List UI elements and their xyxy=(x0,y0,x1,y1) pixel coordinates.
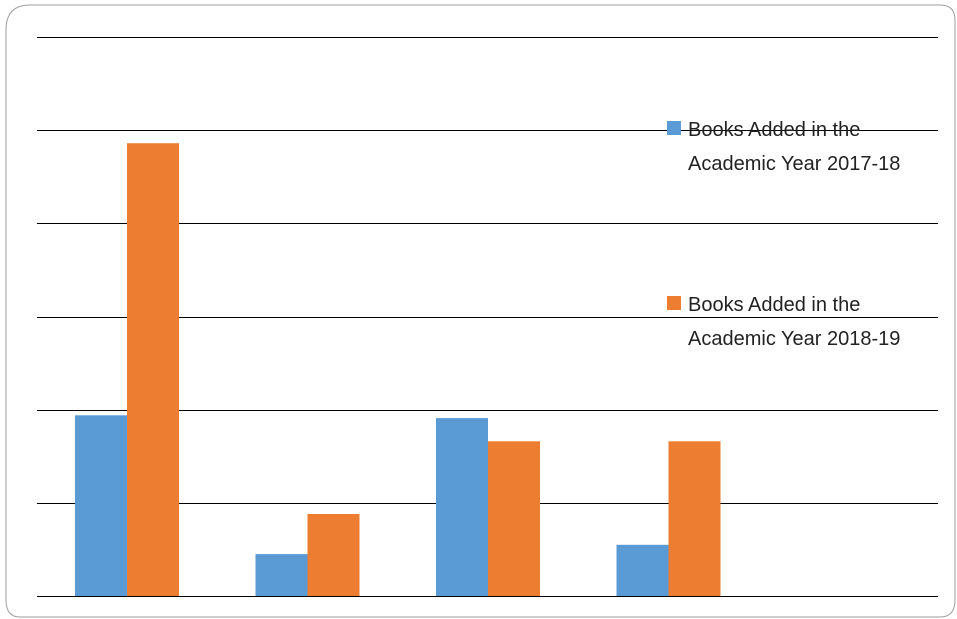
bar-series-2-category-1 xyxy=(127,143,179,596)
bar-series-1-category-1 xyxy=(75,415,127,596)
legend-label-2018-19-line2: Academic Year 2018-19 xyxy=(688,328,900,350)
legend-label-2017-18-line2: Academic Year 2017-18 xyxy=(688,153,900,175)
legend-swatch-2017-18 xyxy=(667,121,681,135)
legend-swatch-2018-19 xyxy=(667,296,681,310)
bar-series-2-category-4 xyxy=(668,441,721,596)
bar-series-2-category-2 xyxy=(307,514,360,596)
bar-series-1-category-2 xyxy=(255,554,308,596)
bar-series-2-category-3 xyxy=(488,441,540,596)
legend-label-2017-18-line1: Books Added in the xyxy=(688,119,860,141)
legend-label-2018-19-line1: Books Added in the xyxy=(688,294,860,316)
bar-series-1-category-4 xyxy=(616,544,669,596)
bar-series-1-category-3 xyxy=(436,418,488,596)
bars xyxy=(75,143,721,596)
legend: Books Added in the Academic Year 2017-18… xyxy=(667,119,900,350)
